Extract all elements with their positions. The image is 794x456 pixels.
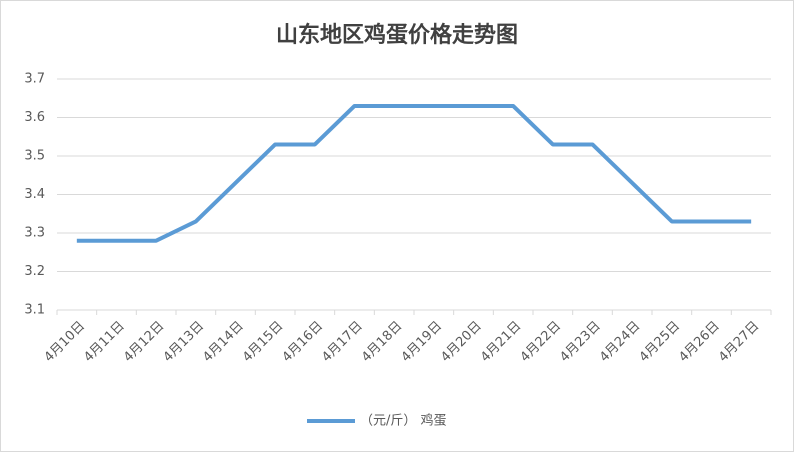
y-tick-label: 3.7 bbox=[24, 72, 45, 87]
y-tick-label: 3.1 bbox=[24, 303, 45, 318]
y-tick-label: 3.4 bbox=[24, 187, 45, 202]
chart-title: 山东地区鸡蛋价格走势图 bbox=[276, 22, 518, 48]
y-tick-label: 3.2 bbox=[24, 264, 45, 279]
y-tick-label: 3.6 bbox=[24, 110, 45, 125]
line bbox=[76, 103, 752, 243]
legend-label: （元/斤） 鸡蛋 bbox=[360, 413, 447, 429]
y-tick-label: 3.5 bbox=[24, 149, 45, 164]
y-tick-label: 3.3 bbox=[24, 226, 45, 241]
